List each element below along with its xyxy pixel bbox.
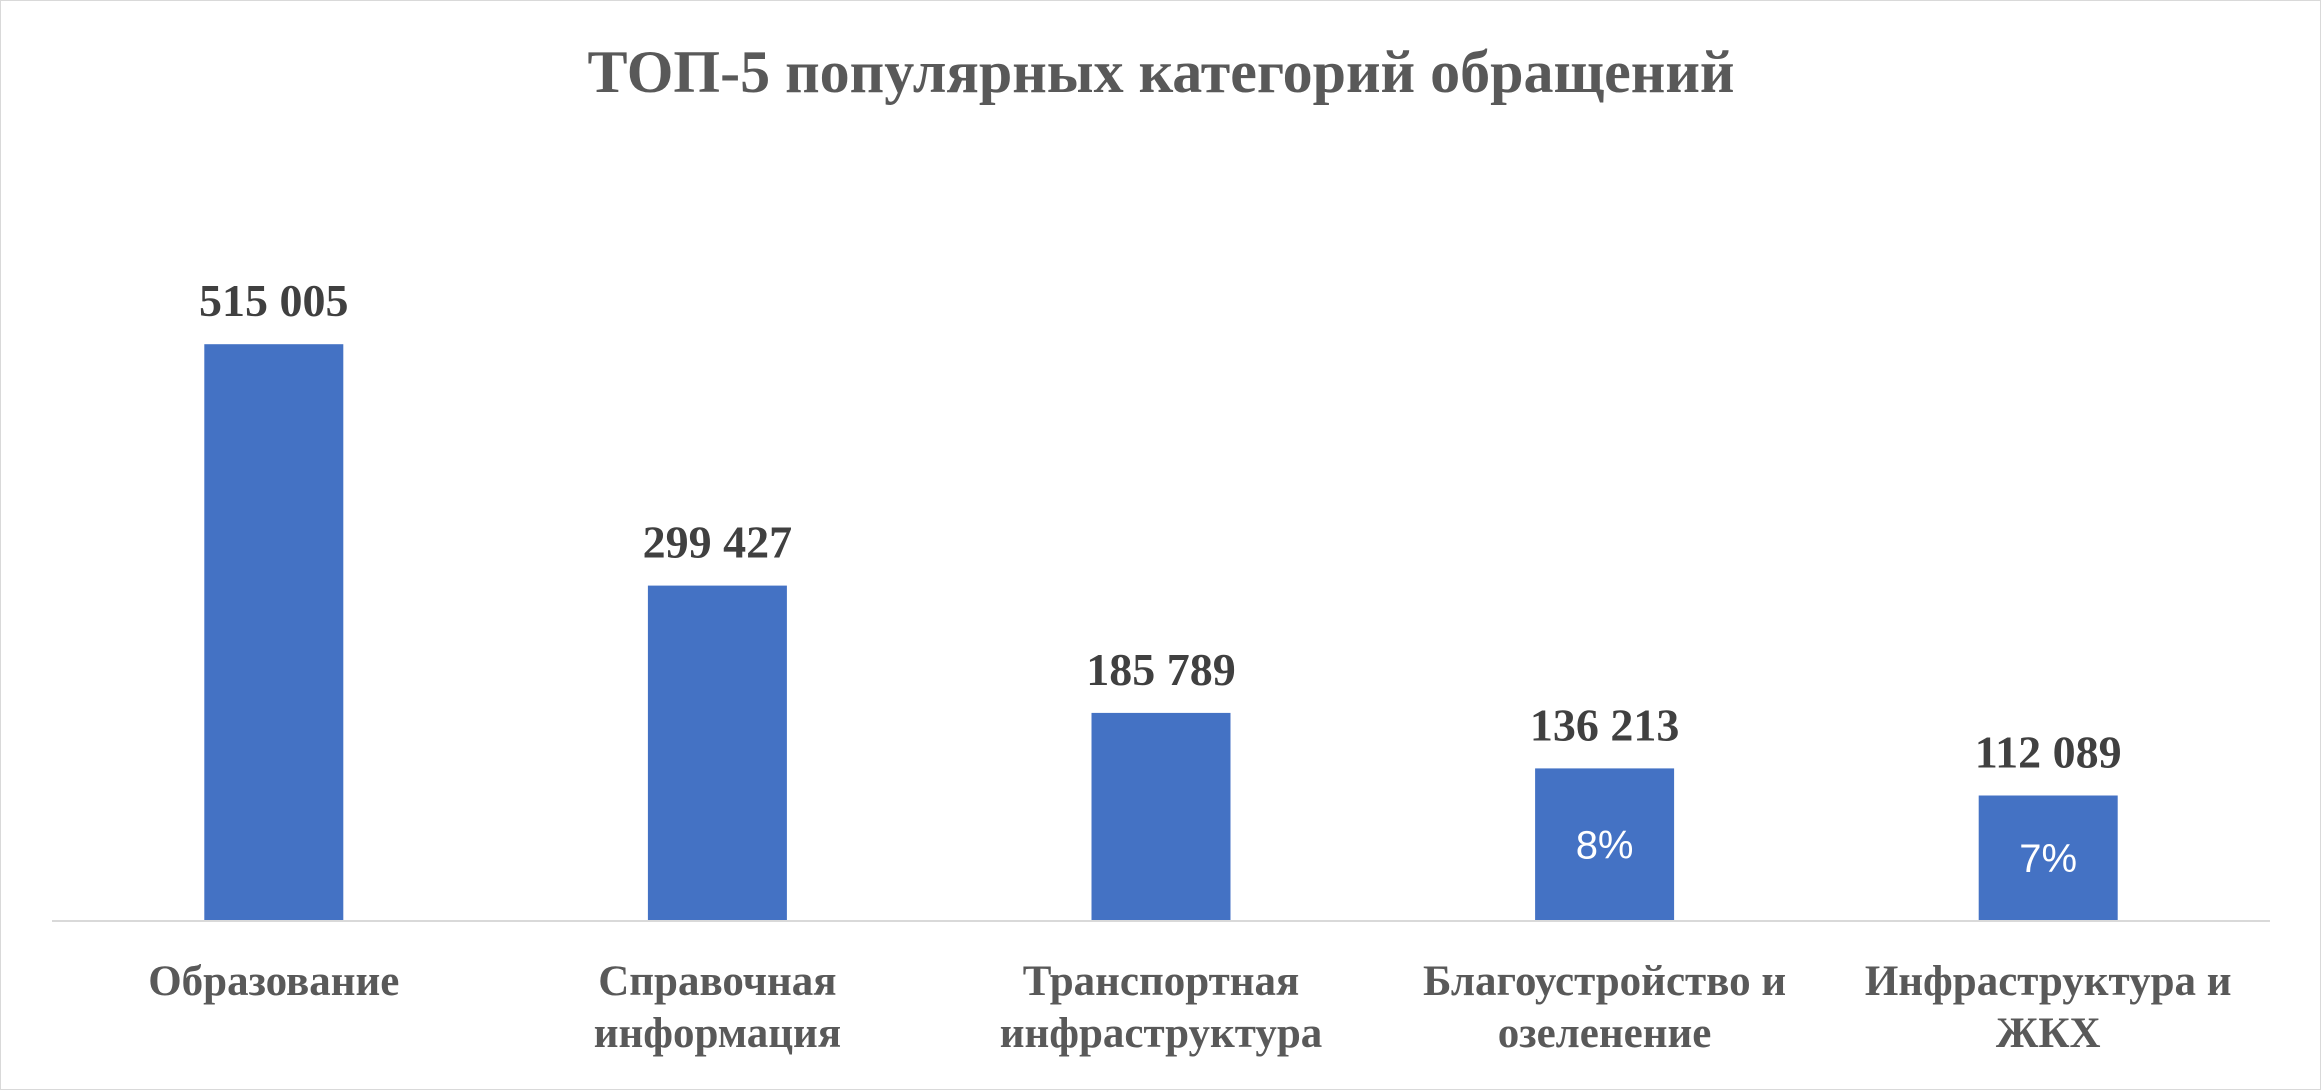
category-label-line: инфраструктура <box>1000 1010 1323 1057</box>
category-label-line: ЖКХ <box>1996 1010 2101 1057</box>
bar-5 <box>1978 795 2118 921</box>
inner-labels-group: 8% 7% <box>1576 824 2077 882</box>
category-label-line: информация <box>594 1010 841 1057</box>
inner-label-5: 7% <box>2019 837 2077 881</box>
category-label-line: Транспортная <box>1023 958 1300 1005</box>
value-label-3: 185 789 <box>1086 644 1236 695</box>
category-label-3: Транспортная инфраструктура <box>1000 958 1323 1057</box>
category-label-line: Благоустройство и <box>1423 958 1786 1005</box>
category-label-2: Справочная информация <box>594 958 841 1057</box>
bar-3 <box>1091 712 1231 921</box>
bar-4 <box>1535 768 1675 921</box>
bar-1 <box>204 344 344 921</box>
category-label-line: Справочная <box>598 958 836 1005</box>
category-label-line: Инфраструктура и <box>1865 958 2232 1005</box>
category-label-5: Инфраструктура и ЖКХ <box>1865 958 2232 1057</box>
bars-group <box>204 344 2118 921</box>
value-labels-group: 515 005 299 427 185 789 136 213 112 089 <box>199 275 2122 777</box>
chart-title: ТОП-5 популярных категорий обращений <box>588 39 1735 105</box>
category-label-4: Благоустройство и озеленение <box>1423 958 1786 1057</box>
value-label-2: 299 427 <box>643 517 793 568</box>
category-labels-group: Образование Справочная информация Транспорт… <box>148 958 2231 1057</box>
value-label-5: 112 089 <box>1975 727 2122 778</box>
bar-2 <box>647 585 787 921</box>
value-label-4: 136 213 <box>1530 699 1680 750</box>
category-label-1: Образование <box>148 958 399 1005</box>
category-label-line: озеленение <box>1498 1010 1712 1057</box>
category-label-line: Образование <box>148 958 399 1005</box>
value-label-1: 515 005 <box>199 275 349 326</box>
inner-label-4: 8% <box>1576 824 1634 868</box>
